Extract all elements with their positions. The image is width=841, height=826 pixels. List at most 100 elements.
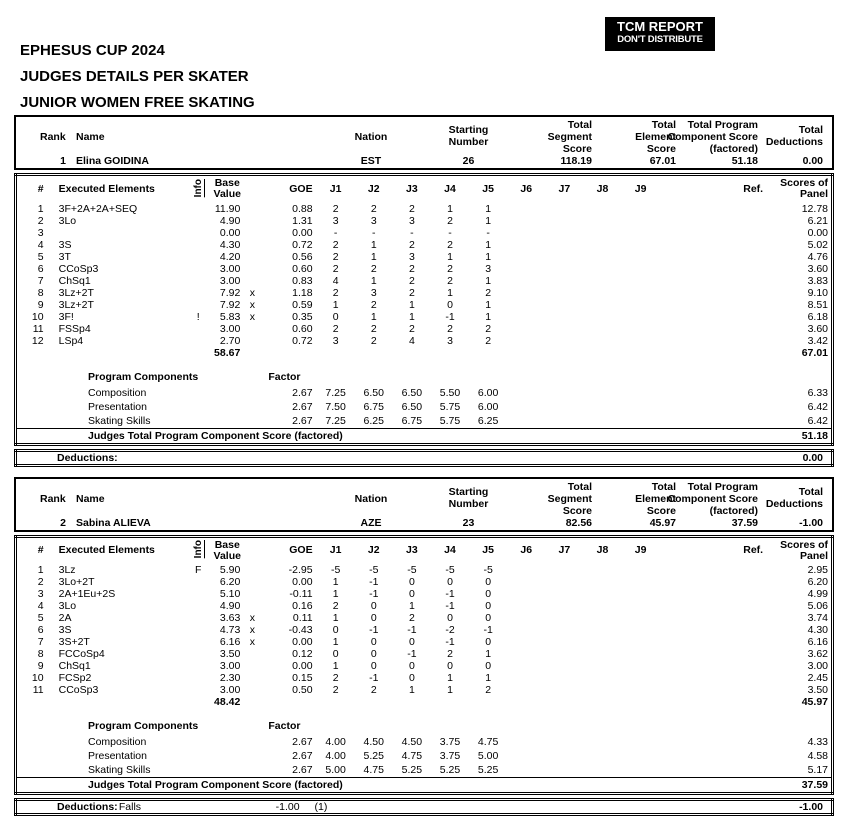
judge-score-cell: -5 [330,564,341,576]
element-name-cell [46,227,187,239]
goe-cell: -0.11 [289,588,313,600]
judges-total-value: 51.18 [767,427,833,444]
judge-score-cell: 4.00 [325,750,346,762]
judge-score-cell: -1 [369,588,379,600]
components-rows: Composition 2.67 4.00 4.50 4.50 3.75 4.75 4.33 P… [16,735,833,778]
judge-score-cell [583,636,621,648]
deductions-label: Deductions: [57,451,118,464]
element-info-cell [186,215,210,227]
judge-score-cell: 5.25 [439,764,461,776]
judge-score-cell: 0 [332,624,339,636]
col-header-j4: J4 [444,182,456,195]
judge-score-cell: 4.50 [363,736,384,748]
judge-score-cell: 1 [447,250,453,263]
ref-cell [660,386,767,400]
judge-score-cell [545,588,583,600]
judge-score-cell: 2 [370,202,377,215]
judge-score-cell: - [486,226,490,239]
deductions-box: Deductions: 0.00 [14,448,834,467]
skater-starting-number: 23 [462,516,475,529]
x-credit-cell [244,227,260,239]
judge-score-cell: 0 [408,576,415,588]
judge-score-cell [545,612,583,624]
col-header-panel: Scores of Panel [780,177,828,201]
judge-score-cell: 2 [332,286,339,299]
judges-total-label: Judges Total Program Component Score (fa… [15,427,768,444]
ref-cell [660,624,767,636]
col-header-j2: J2 [367,544,380,557]
panel-score-cell: 0.00 [807,226,828,239]
factor-label: Factor [268,370,301,383]
goe-cell: 0.00 [292,660,313,672]
judge-score-cell: 7.25 [325,414,346,427]
element-row: 7 ChSq1 3.00 0.83 4 1 2 2 1 3.83 [16,275,833,287]
element-num-cell: 11 [32,684,44,696]
panel-score-cell: 3.62 [807,648,828,660]
goe-cell: 0.00 [292,636,313,648]
component-row: Composition 2.67 7.25 6.50 6.50 5.50 6.00 6.33 [16,386,833,400]
judge-score-cell: 1 [370,238,377,251]
judge-score-cell: 2 [370,334,377,347]
x-credit-cell: x [249,310,255,323]
element-name-cell: ChSq1 [58,660,91,672]
judge-score-cell: 2 [408,612,415,624]
judge-score-cell: 3 [332,334,339,347]
judge-score-cell [507,414,545,429]
element-name-cell: 3S+2T [58,636,90,648]
judge-score-cell: -5 [445,564,455,576]
judge-score-cell [622,612,660,624]
judge-score-cell [622,636,660,648]
info-rotated-label: Info [192,178,204,197]
col-header-j8: J8 [596,544,609,557]
base-value-cell: 5.83 [219,310,241,323]
judge-score-cell [622,588,660,600]
element-info-cell [186,624,210,636]
factor-value-cell: 2.67 [292,736,313,748]
judge-score-cell [622,576,660,588]
skater-pcs-score: 37.59 [731,516,758,529]
judge-score-cell [545,299,583,311]
judge-score-cell: 2 [332,684,339,696]
col-header-j8: J8 [596,182,609,195]
skater-name: Elina GOIDINA [76,155,149,167]
judge-score-cell [583,263,621,275]
summary-header-starting-number: Starting Number [448,124,489,148]
ref-cell [660,227,767,239]
goe-cell: -0.43 [288,624,313,636]
col-header-j6: J6 [520,544,533,557]
judge-score-cell [545,311,583,323]
judge-score-cell [507,227,545,239]
judge-score-cell: 5.25 [477,764,499,776]
col-header-j4: J4 [444,544,456,557]
judge-score-cell [583,749,621,763]
judge-score-cell [583,600,621,612]
element-name-cell: 3Lo+2T [58,576,95,588]
x-credit-cell [244,203,260,215]
judge-score-cell: 0 [447,612,453,624]
element-row: 3 2A+1Eu+2S 5.10 -0.11 1 -1 0 -1 0 4.99 [16,588,833,600]
judge-score-cell: -5 [407,564,417,576]
judge-score-cell [583,672,621,684]
panel-score-cell: 9.10 [807,286,828,299]
factor-value-cell: 2.67 [292,414,313,427]
panel-score-cell: 5.17 [807,764,828,776]
judge-score-cell: 2 [485,322,492,335]
deductions-row: Deductions: 0.00 [16,450,833,465]
judge-score-cell: 2 [370,322,377,335]
base-value-cell: 0.00 [219,226,241,239]
judge-score-cell: 1 [485,298,492,311]
element-info-cell [186,227,210,239]
judge-score-cell [583,203,621,215]
judge-score-cell [622,263,660,275]
judge-score-cell [545,576,583,588]
ref-cell [660,203,767,215]
judge-score-cell: 1 [485,648,492,660]
base-value-total-row: 58.67 67.01 [16,347,833,360]
ref-cell [660,588,767,600]
element-num-cell: 9 [37,660,44,672]
element-row: 10 FCSp2 2.30 0.15 2 -1 0 1 1 2.45 [16,672,833,684]
element-name-cell: CCoSp3 [58,262,99,275]
judge-score-cell: 1 [485,238,492,251]
judge-score-cell: 6.25 [477,414,499,427]
judge-score-cell [507,588,545,600]
